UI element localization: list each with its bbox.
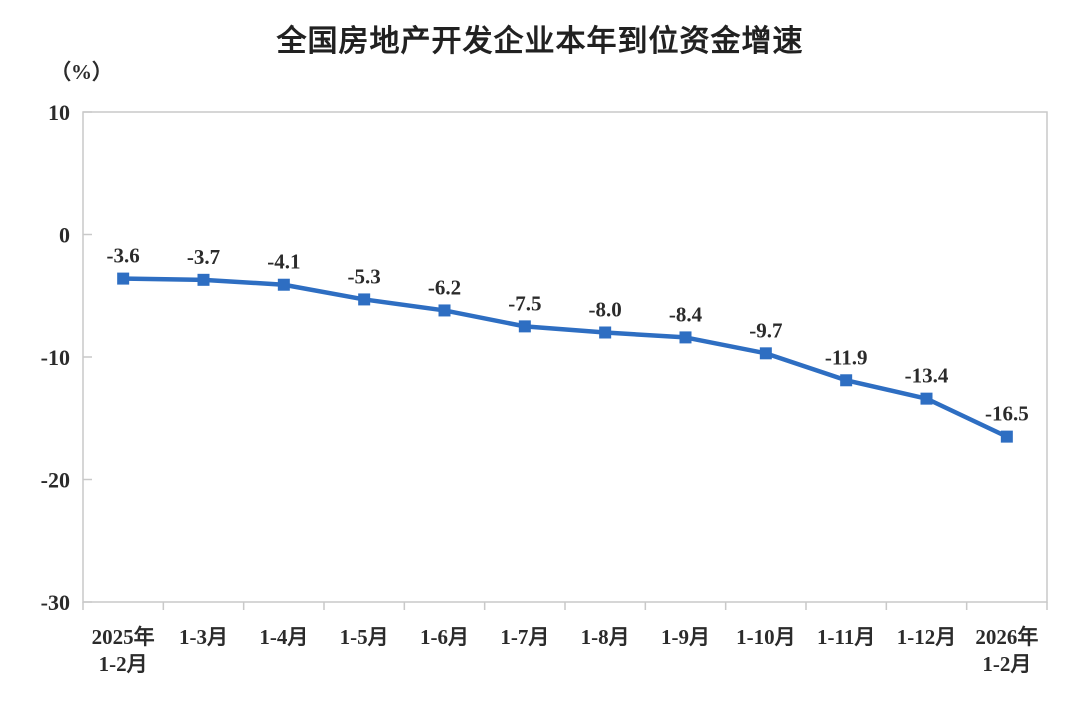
data-point-label: -16.5 xyxy=(985,402,1029,426)
y-tick-label: -20 xyxy=(41,468,70,493)
data-point-marker xyxy=(840,374,853,387)
data-point-label: -3.6 xyxy=(107,244,140,268)
x-tick-label: 1-11月 xyxy=(817,625,875,649)
x-tick-label: 1-5月 xyxy=(340,625,389,649)
x-tick-label: 1-2月 xyxy=(982,652,1031,676)
data-point-marker xyxy=(759,347,772,360)
data-point-marker xyxy=(197,273,210,286)
y-tick-label: 10 xyxy=(48,100,70,125)
x-tick-label: 1-4月 xyxy=(259,625,308,649)
data-point-marker xyxy=(358,293,371,306)
x-tick-label: 2025年 xyxy=(92,625,155,649)
data-point-marker xyxy=(117,272,130,285)
x-tick-label: 1-10月 xyxy=(736,625,796,649)
data-point-marker xyxy=(277,278,290,291)
data-point-label: -13.4 xyxy=(905,364,949,388)
data-point-label: -6.2 xyxy=(428,275,461,299)
data-point-marker xyxy=(438,304,451,317)
data-point-label: -4.1 xyxy=(267,250,300,274)
data-point-label: -8.0 xyxy=(589,298,622,322)
data-point-marker xyxy=(518,320,531,333)
x-tick-label: 1-8月 xyxy=(581,625,630,649)
data-point-label: -8.4 xyxy=(669,302,703,326)
x-tick-label: 1-7月 xyxy=(500,625,549,649)
data-point-label: -9.7 xyxy=(749,318,782,342)
series-line xyxy=(120,276,1010,439)
data-point-marker xyxy=(920,392,933,405)
chart-title: 全国房地产开发企业本年到位资金增速 xyxy=(276,25,804,58)
data-point-label: -7.5 xyxy=(508,291,541,315)
data-point-label: -3.7 xyxy=(187,245,220,269)
data-point-label: -5.3 xyxy=(348,264,381,288)
x-tick-label: 1-12月 xyxy=(897,625,957,649)
x-tick-label: 1-2月 xyxy=(99,652,148,676)
y-tick-label: -30 xyxy=(41,590,70,615)
x-tick-label: 1-3月 xyxy=(179,625,228,649)
data-point-marker xyxy=(599,326,612,339)
plot-border xyxy=(82,111,1048,603)
x-tick-label: 2026年 xyxy=(975,625,1038,649)
x-tick-label: 1-9月 xyxy=(661,625,710,649)
y-axis-unit-label: （%） xyxy=(50,60,113,84)
data-point-marker xyxy=(679,331,692,344)
y-tick-label: 0 xyxy=(59,223,70,248)
x-tick-label: 1-6月 xyxy=(420,625,469,649)
data-point-label: -11.9 xyxy=(825,345,868,369)
data-point-marker xyxy=(1000,430,1013,443)
y-tick-label: -10 xyxy=(41,345,70,370)
